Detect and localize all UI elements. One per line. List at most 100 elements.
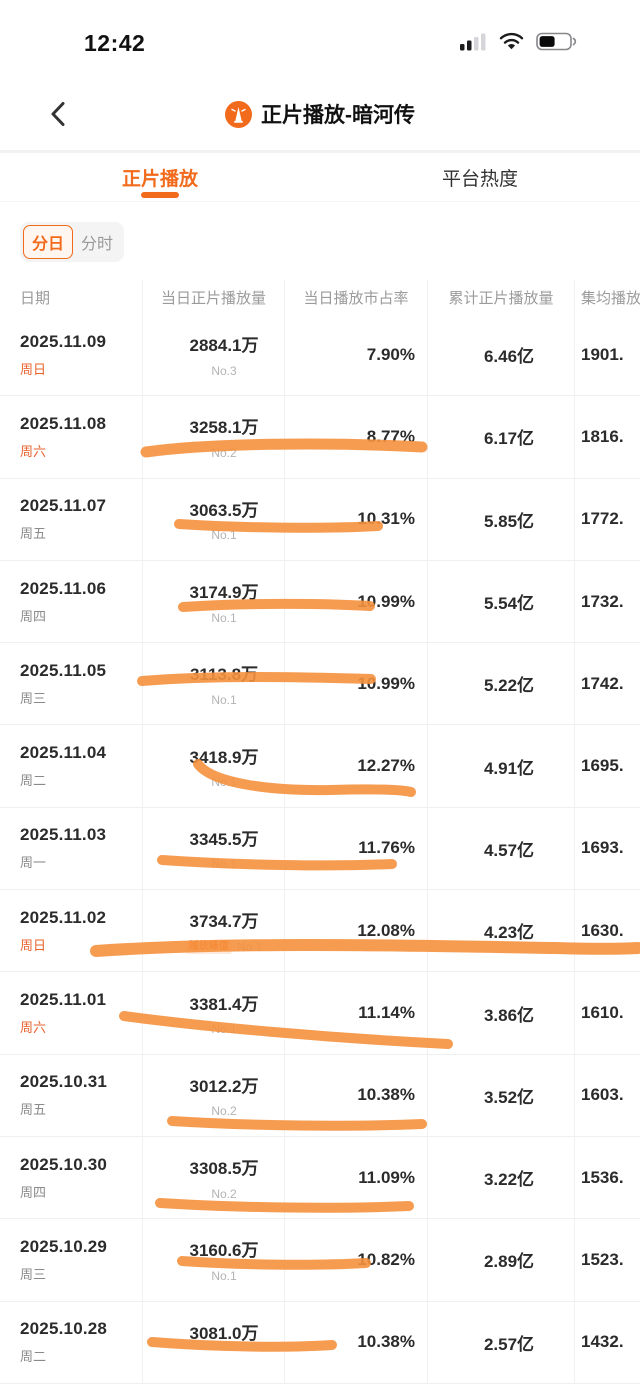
- row-weekday: 周二: [20, 773, 47, 789]
- row-cumulative: 3.52亿: [483, 1087, 535, 1107]
- row-average: 1536.: [581, 1167, 624, 1187]
- row-rank: No.2: [211, 445, 237, 460]
- page-title-text: 正片播放-暗河传: [261, 104, 415, 127]
- row-share: 10.31%: [357, 509, 415, 529]
- row-weekday: 周日: [20, 937, 47, 953]
- header-share: 当日播放市占率: [285, 280, 428, 314]
- row-rank: No.2: [211, 1186, 237, 1201]
- row-cumulative: 4.23亿: [483, 923, 535, 943]
- table-row: 2025.11.09 周日 2884.1万 No.3 7.90% 6.46亿 1…: [0, 314, 640, 397]
- row-rank: No.1: [211, 775, 237, 790]
- row-date: 2025.11.05: [20, 660, 107, 680]
- table-row: 2025.11.07 周五 3063.5万 No.1 10.31% 5.85亿 …: [0, 478, 640, 561]
- row-weekday: 周三: [20, 1266, 47, 1282]
- row-weekday: 周四: [20, 1184, 47, 1200]
- header-cumulative: 累计正片播放量: [428, 280, 575, 314]
- table-row: 2025.10.31 周五 3012.2万 No.2 10.38% 3.52亿 …: [0, 1054, 640, 1137]
- row-date: 2025.11.07: [20, 496, 107, 516]
- row-cumulative: 3.22亿: [483, 1170, 535, 1190]
- row-average: 1742.: [581, 673, 624, 693]
- row-rank: No.2: [211, 1104, 237, 1119]
- row-share: 11.76%: [358, 838, 415, 858]
- table-body: 2025.11.09 周日 2884.1万 No.3 7.90% 6.46亿 1…: [0, 314, 640, 1384]
- tab-platform-popularity[interactable]: 平台热度: [320, 153, 640, 201]
- row-share: 10.38%: [357, 1332, 415, 1352]
- status-icons: [460, 32, 578, 51]
- page-title: 正片播放-暗河传: [225, 99, 415, 129]
- chevron-left-icon: [51, 102, 65, 126]
- row-date: 2025.11.01: [20, 990, 107, 1010]
- row-rank: No.1: [211, 528, 237, 543]
- row-weekday: 周五: [20, 526, 47, 542]
- header-plays: 当日正片播放量: [143, 280, 285, 314]
- table-row: 2025.11.01 周六 3381.4万 No.1 11.14% 3.86亿 …: [0, 972, 640, 1055]
- row-plays: 2884.1万: [189, 336, 259, 356]
- cellular-signal-icon: [460, 33, 486, 50]
- table-row: 2025.11.02 周日 3734.7万 播放峰值 No.1 12.08% 4…: [0, 890, 640, 973]
- row-plays: 3345.5万: [189, 829, 259, 849]
- row-plays: 3160.6万: [189, 1241, 259, 1261]
- row-rank: No.1: [211, 857, 237, 872]
- row-plays: 3012.2万: [189, 1076, 259, 1096]
- row-plays: 3734.7万: [189, 912, 259, 932]
- row-share: 10.99%: [357, 591, 415, 611]
- row-rank: No.1: [211, 610, 237, 625]
- granularity-toggle: 分日 分时: [20, 222, 125, 262]
- row-share: 10.82%: [357, 1249, 415, 1269]
- row-cumulative: 2.89亿: [483, 1252, 535, 1272]
- row-date: 2025.10.28: [20, 1319, 108, 1339]
- table-row: 2025.11.04 周二 3418.9万 No.1 12.27% 4.91亿 …: [0, 725, 640, 808]
- row-cumulative: 2.57亿: [483, 1334, 535, 1354]
- row-average: 1901.: [581, 344, 624, 364]
- row-plays: 3418.9万: [189, 747, 259, 767]
- row-date: 2025.10.29: [20, 1236, 108, 1256]
- row-weekday: 周五: [20, 1102, 47, 1118]
- app-logo-icon: [225, 100, 252, 128]
- row-cumulative: 5.54亿: [483, 594, 535, 614]
- row-plays: 3174.9万: [189, 583, 259, 603]
- row-rank: No.1: [236, 939, 263, 954]
- table-row: 2025.11.03 周一 3345.5万 No.1 11.76% 4.57亿 …: [0, 807, 640, 891]
- segment-by-day-label: 分日: [32, 236, 65, 253]
- row-cumulative: 6.17亿: [483, 429, 535, 449]
- row-share: 10.99%: [357, 673, 415, 693]
- row-average: 1732.: [581, 591, 624, 611]
- segment-by-hour[interactable]: 分时: [73, 225, 121, 259]
- header-date: 日期: [0, 280, 143, 314]
- row-average: 1603.: [581, 1085, 624, 1105]
- row-date: 2025.11.03: [20, 825, 107, 845]
- status-bar: 12:42: [0, 0, 640, 70]
- row-weekday: 周一: [20, 855, 47, 871]
- row-plays: 3381.4万: [189, 994, 259, 1014]
- row-average: 1693.: [581, 838, 624, 858]
- segment-by-day[interactable]: 分日: [23, 225, 74, 259]
- row-rank: No.1: [211, 692, 237, 707]
- row-share: 12.27%: [357, 756, 415, 776]
- row-average: 1816.: [581, 426, 624, 446]
- table-row: 2025.10.28 周二 3081.0万 10.38% 2.57亿 1432.: [0, 1301, 640, 1384]
- active-tab-underline: [141, 192, 179, 198]
- row-share: 11.09%: [358, 1167, 415, 1187]
- back-button[interactable]: [44, 100, 72, 128]
- row-average: 1695.: [581, 756, 624, 776]
- row-share: 12.08%: [357, 920, 415, 940]
- row-share: 7.90%: [366, 344, 415, 364]
- tab-main-playback[interactable]: 正片播放: [0, 153, 320, 201]
- row-average: 1523.: [581, 1249, 624, 1269]
- row-cumulative: 5.85亿: [483, 511, 535, 531]
- peak-badge: 播放峰值: [185, 939, 232, 954]
- row-plays: 3258.1万: [189, 418, 259, 438]
- row-cumulative: 3.86亿: [483, 1005, 535, 1025]
- row-average: 1772.: [581, 509, 624, 529]
- table-row: 2025.10.30 周四 3308.5万 No.2 11.09% 3.22亿 …: [0, 1136, 640, 1220]
- row-date: 2025.11.04: [20, 743, 107, 763]
- row-weekday: 周二: [20, 1349, 47, 1365]
- row-rank: No.1: [211, 1268, 237, 1283]
- row-weekday: 周三: [20, 690, 47, 706]
- row-weekday: 周六: [20, 443, 47, 459]
- row-plays: 3063.5万: [189, 500, 259, 520]
- segment-by-hour-label: 分时: [81, 236, 114, 253]
- row-rank: No.3: [211, 363, 237, 378]
- row-date: 2025.10.31: [20, 1072, 108, 1092]
